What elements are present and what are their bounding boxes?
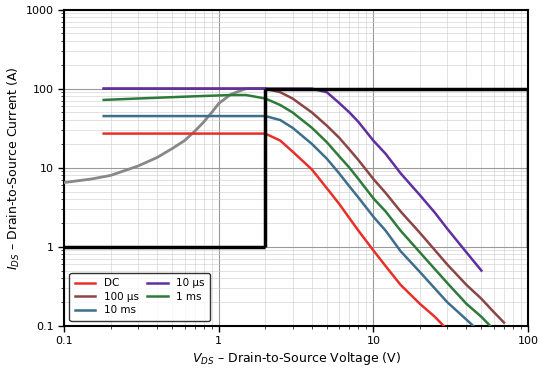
X-axis label: $V_{DS}$ – Drain-to-Source Voltage (V): $V_{DS}$ – Drain-to-Source Voltage (V)	[191, 351, 400, 367]
Legend: DC, 100 μs, 10 ms, 10 μs, 1 ms: DC, 100 μs, 10 ms, 10 μs, 1 ms	[70, 273, 210, 321]
Y-axis label: $I_{DS}$ – Drain-to-Source Current (A): $I_{DS}$ – Drain-to-Source Current (A)	[5, 66, 22, 270]
